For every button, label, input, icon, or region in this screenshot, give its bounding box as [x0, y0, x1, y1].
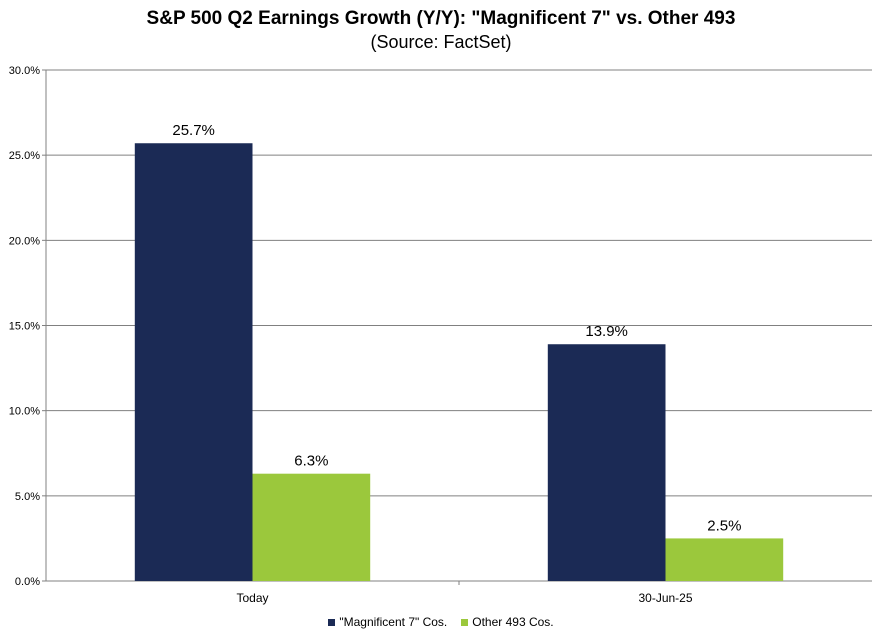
bar: [252, 473, 371, 581]
chart-title: S&P 500 Q2 Earnings Growth (Y/Y): "Magni…: [146, 8, 736, 29]
data-label: 13.9%: [585, 323, 628, 340]
legend-swatch-magnificent-7: [328, 618, 336, 626]
y-tick-label: 0.0%: [15, 576, 40, 588]
y-tick-label: 15.0%: [9, 321, 40, 333]
bar: [665, 538, 784, 581]
legend-label-magnificent-7: "Magnificent 7" Cos.: [339, 615, 448, 629]
y-tick-label: 20.0%: [9, 235, 40, 247]
legend-swatch-other-493: [461, 618, 469, 626]
x-category-label: 30-Jun-25: [638, 591, 692, 605]
legend: "Magnificent 7" Cos. Other 493 Cos.: [0, 615, 882, 629]
y-tick-label: 25.0%: [9, 150, 40, 162]
x-category-label: Today: [236, 591, 268, 605]
data-label: 6.3%: [294, 453, 328, 470]
bar: [134, 143, 253, 581]
y-tick-label: 5.0%: [15, 491, 40, 503]
bar: [547, 344, 666, 581]
y-tick-label: 30.0%: [9, 65, 40, 77]
data-label: 25.7%: [172, 122, 215, 139]
legend-label-other-493: Other 493 Cos.: [472, 615, 554, 629]
legend-item-other-493: Other 493 Cos.: [461, 615, 554, 629]
chart-subtitle: (Source: FactSet): [370, 32, 512, 52]
legend-item-magnificent-7: "Magnificent 7" Cos.: [328, 615, 447, 629]
data-label: 2.5%: [707, 517, 741, 534]
y-tick-label: 10.0%: [9, 406, 40, 418]
